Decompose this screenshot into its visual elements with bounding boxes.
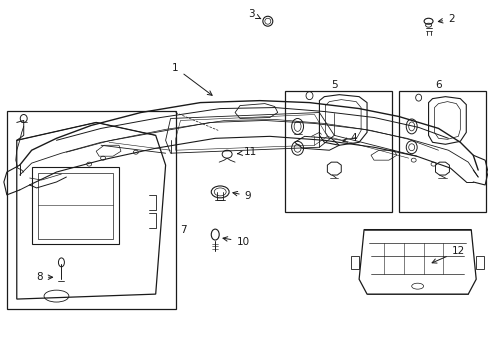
Bar: [285, 91, 392, 212]
Text: 10: 10: [223, 237, 249, 247]
Text: 12: 12: [432, 247, 465, 263]
Text: 4: 4: [343, 133, 358, 143]
Text: 6: 6: [435, 80, 442, 90]
Text: 7: 7: [180, 225, 187, 235]
Bar: [399, 91, 486, 212]
Text: 2: 2: [439, 14, 455, 24]
Text: 11: 11: [238, 147, 257, 157]
Text: 5: 5: [331, 80, 338, 90]
Bar: [32, 167, 119, 244]
Text: 8: 8: [36, 272, 52, 282]
Bar: [38, 173, 113, 239]
Text: 3: 3: [248, 9, 261, 19]
Text: 1: 1: [172, 63, 212, 95]
Text: 9: 9: [233, 191, 251, 201]
Bar: [7, 111, 175, 309]
